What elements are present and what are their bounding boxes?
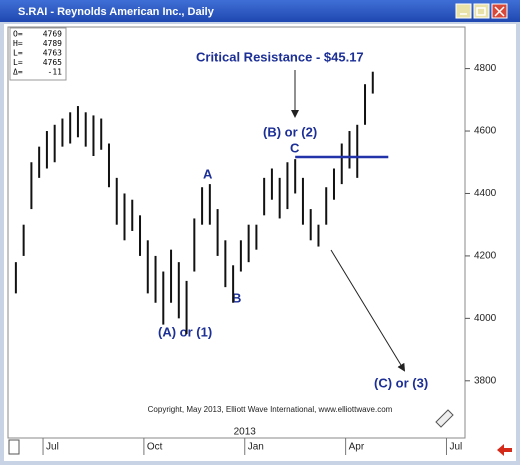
readout-label: L= [13, 58, 23, 67]
readout-label: H= [13, 39, 23, 48]
y-tick-label: 3800 [474, 375, 497, 386]
y-tick-label: 4800 [474, 63, 497, 74]
readout-value: 4765 [43, 58, 62, 67]
x-tick-label: Jan [248, 442, 264, 453]
readout-value: 4789 [43, 39, 62, 48]
title-bar [0, 0, 520, 22]
wave-label: C [290, 140, 300, 155]
y-tick-label: 4200 [474, 251, 497, 262]
readout-label: Δ= [13, 68, 23, 77]
wave-label: (C) or (3) [374, 375, 428, 390]
readout-value: -11 [48, 68, 63, 77]
scroll-arrow[interactable] [497, 444, 512, 456]
minimize-button[interactable] [455, 3, 472, 19]
pencil-icon[interactable] [435, 409, 454, 428]
x-tick-label: Jul [46, 442, 59, 453]
scroll-box[interactable] [8, 439, 20, 455]
window-title: S.RAI - Reynolds American Inc., Daily [18, 6, 215, 18]
x-tick-label: Apr [349, 442, 365, 453]
wave-label: (A) or (1) [158, 324, 212, 339]
readout-label: L= [13, 49, 23, 58]
wave-label: B [232, 290, 241, 305]
y-tick-label: 4600 [474, 126, 497, 137]
year-label: 2013 [234, 427, 257, 438]
window-button-icons [460, 6, 505, 17]
readout-label: O= [13, 30, 23, 39]
copyright: Copyright, May 2013, Elliott Wave Intern… [148, 405, 393, 414]
chart-panel [4, 24, 516, 461]
resistance-label: Critical Resistance - $45.17 [196, 49, 364, 64]
readout-value: 4763 [43, 49, 62, 58]
wave-label: A [203, 166, 213, 181]
y-tick-label: 4000 [474, 313, 497, 324]
wave-label: (B) or (2) [263, 124, 317, 139]
projection-arrow [330, 249, 406, 372]
readout-value: 4769 [43, 30, 62, 39]
y-tick-label: 4400 [474, 188, 497, 199]
x-tick-label: Jul [449, 442, 462, 453]
readout-box [9, 27, 67, 81]
x-tick-label: Oct [147, 442, 163, 453]
